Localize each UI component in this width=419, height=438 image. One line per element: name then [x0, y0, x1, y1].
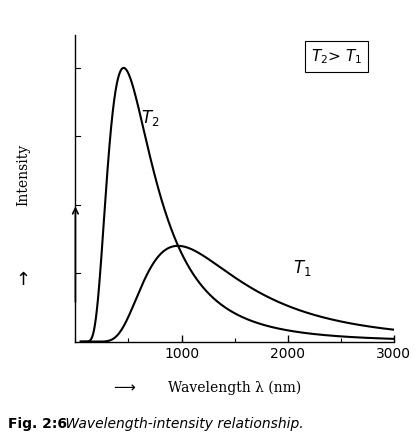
Text: Wavelength-intensity relationship.: Wavelength-intensity relationship.: [61, 417, 303, 431]
Text: ⟶: ⟶: [113, 380, 134, 395]
Text: ↑: ↑: [16, 271, 31, 290]
Text: $T_2$> $T_1$: $T_2$> $T_1$: [311, 47, 362, 66]
Text: $T_2$: $T_2$: [140, 108, 159, 128]
Text: Fig. 2:6: Fig. 2:6: [8, 417, 67, 431]
Text: Intensity: Intensity: [16, 144, 30, 206]
Text: $T_1$: $T_1$: [293, 258, 312, 278]
Text: Wavelength λ (nm): Wavelength λ (nm): [168, 381, 301, 395]
